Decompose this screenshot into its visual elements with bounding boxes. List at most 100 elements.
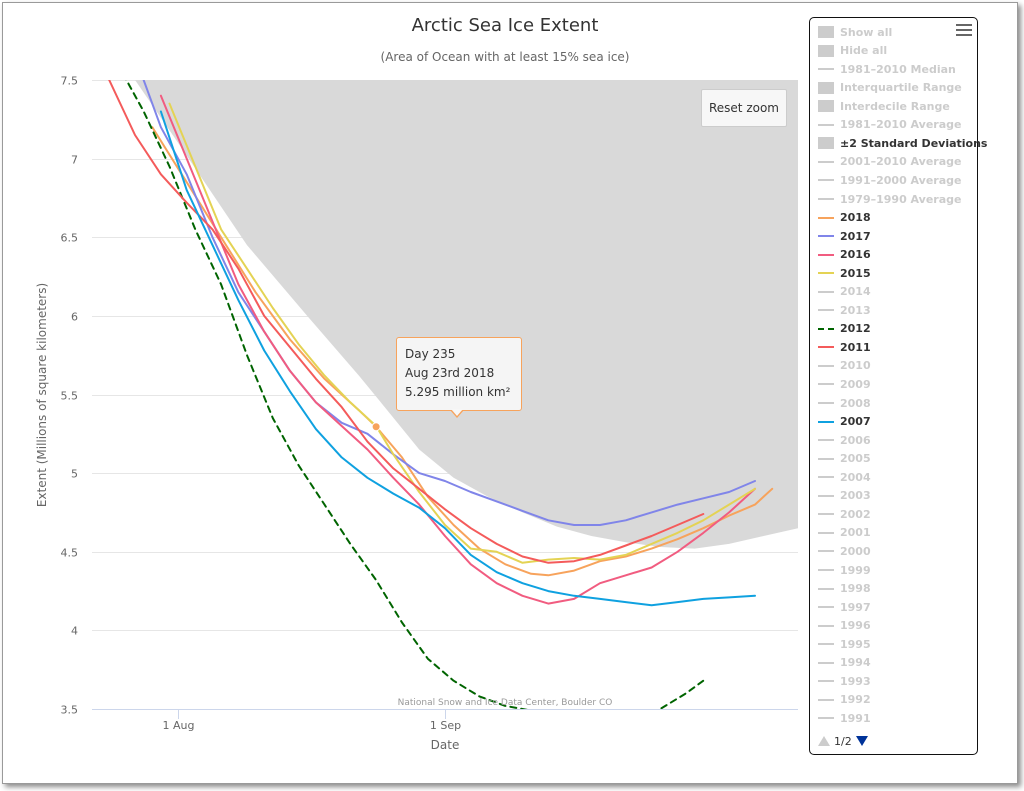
- legend-label: 1991: [840, 711, 871, 725]
- legend-item[interactable]: 1991–2000 Average: [818, 172, 962, 188]
- y-tick-label: 7: [71, 154, 78, 167]
- legend-item[interactable]: 1995: [818, 636, 871, 652]
- tooltip-date: Aug 23rd 2018: [405, 366, 495, 380]
- legend-item[interactable]: 1997: [818, 599, 871, 615]
- legend-symbol: [818, 156, 834, 168]
- triangle-down-icon[interactable]: [855, 736, 868, 746]
- series-line-2007[interactable]: [159, 110, 756, 607]
- y-tick-label: 6: [71, 311, 78, 324]
- legend-symbol: [818, 249, 834, 261]
- legend-item[interactable]: 2017: [818, 228, 871, 244]
- legend-symbol: [818, 341, 834, 353]
- legend-symbol: [818, 434, 834, 446]
- chart-title: Arctic Sea Ice Extent: [412, 15, 599, 36]
- legend-item[interactable]: 1994: [818, 655, 871, 671]
- legend-item[interactable]: 2018: [818, 210, 871, 226]
- legend-label: 1993: [840, 674, 871, 688]
- legend-symbol: [818, 63, 834, 75]
- legend-item[interactable]: Show all: [818, 24, 892, 40]
- x-tick-label: 1 Sep: [430, 719, 461, 732]
- legend-item[interactable]: ±2 Standard Deviations: [818, 135, 987, 151]
- legend-item[interactable]: 2015: [818, 265, 871, 281]
- legend-symbol: [818, 137, 834, 150]
- legend-symbol: [818, 378, 834, 390]
- legend-symbol: [818, 564, 834, 576]
- legend-label: 2009: [840, 377, 871, 391]
- series-line-2018[interactable]: [151, 126, 774, 577]
- legend-label: 2005: [840, 452, 871, 466]
- legend-symbol: [818, 601, 834, 613]
- triangle-up-icon[interactable]: [818, 736, 830, 746]
- legend-label: 2011: [840, 340, 871, 354]
- legend-item[interactable]: 1993: [818, 673, 871, 689]
- legend-item[interactable]: 2010: [818, 358, 871, 374]
- legend-item[interactable]: Hide all: [818, 43, 887, 59]
- legend-symbol: [818, 174, 834, 186]
- legend-item[interactable]: 1981–2010 Average: [818, 117, 962, 133]
- legend-item[interactable]: 2016: [818, 247, 871, 263]
- y-axis-ticks: 3.5 4 4.5 5 5.5 6 6.5 7 7.5: [61, 75, 79, 717]
- legend-label: 1994: [840, 656, 871, 670]
- std-dev-band-area: [92, 80, 798, 549]
- legend-label: 2018: [840, 211, 871, 224]
- legend-item[interactable]: 2012: [818, 321, 871, 337]
- legend-symbol: [818, 490, 834, 502]
- legend-label: ±2 Standard Deviations: [840, 136, 988, 150]
- legend-label: 2017: [840, 229, 871, 243]
- series-line-2016[interactable]: [159, 94, 756, 605]
- legend-label: 1998: [840, 582, 871, 595]
- legend-item[interactable]: 2014: [818, 284, 871, 300]
- chart-credit: National Snow and Ice Data Center, Bould…: [398, 698, 613, 708]
- legend-item[interactable]: 2005: [818, 451, 871, 467]
- legend-item[interactable]: 2006: [818, 432, 871, 448]
- legend-item[interactable]: 2001–2010 Average: [818, 154, 962, 170]
- legend-label: 1997: [840, 600, 871, 614]
- legend-item[interactable]: 1999: [818, 562, 871, 578]
- legend-label: 2001: [840, 526, 871, 540]
- legend-label: 2007: [840, 415, 871, 429]
- legend-item[interactable]: 1991: [818, 710, 871, 726]
- legend-item[interactable]: 1981–2010 Median: [818, 61, 956, 77]
- legend-item[interactable]: 2000: [818, 543, 871, 559]
- legend-item[interactable]: Interquartile Range: [818, 80, 962, 96]
- legend-item[interactable]: 2011: [818, 339, 871, 355]
- legend-item[interactable]: 2007: [818, 414, 871, 430]
- legend-item[interactable]: 2008: [818, 395, 871, 411]
- legend-label: 2001–2010 Average: [840, 155, 962, 169]
- legend-label: 1999: [840, 563, 871, 577]
- legend-item[interactable]: 2001: [818, 525, 871, 541]
- legend-symbol: [818, 119, 834, 131]
- legend: Show all Hide all 1981–2010 Median Interqua…: [809, 17, 987, 755]
- legend-label: 2008: [840, 396, 871, 410]
- legend-item[interactable]: 1998: [818, 581, 871, 597]
- legend-symbol: [818, 397, 834, 409]
- legend-pagination: 1/2: [818, 734, 868, 748]
- series-lines: [108, 56, 774, 720]
- legend-symbol: [818, 694, 834, 706]
- legend-page-label: 1/2: [834, 734, 852, 748]
- series-line-2011[interactable]: [108, 80, 705, 564]
- legend-item[interactable]: 1996: [818, 618, 871, 634]
- legend-item[interactable]: 2003: [818, 488, 871, 504]
- legend-item[interactable]: 2002: [818, 506, 871, 522]
- legend-item[interactable]: 2004: [818, 469, 871, 485]
- legend-item[interactable]: 1992: [818, 692, 871, 708]
- series-line-2017[interactable]: [135, 56, 756, 526]
- legend-label: Interdecile Range: [840, 99, 950, 113]
- legend-item[interactable]: Interdecile Range: [818, 98, 950, 114]
- legend-item[interactable]: 1979–1990 Average: [818, 191, 962, 207]
- legend-label: 1996: [840, 619, 871, 633]
- legend-symbol: [818, 360, 834, 372]
- legend-item[interactable]: 2013: [818, 302, 871, 318]
- legend-symbol: [818, 286, 834, 298]
- series-line-2012[interactable]: [118, 64, 705, 720]
- legend-label: 2015: [840, 266, 871, 280]
- legend-item[interactable]: 2009: [818, 376, 871, 392]
- reset-zoom-button[interactable]: Reset zoom: [701, 89, 787, 127]
- legend-symbol: [818, 44, 834, 57]
- x-axis-ticks: 1 Aug 1 Sep: [163, 709, 461, 732]
- legend-label: 1979–1990 Average: [840, 192, 962, 206]
- legend-label: Show all: [840, 25, 893, 39]
- hamburger-menu-icon[interactable]: [956, 24, 972, 38]
- series-line-2015[interactable]: [168, 102, 756, 564]
